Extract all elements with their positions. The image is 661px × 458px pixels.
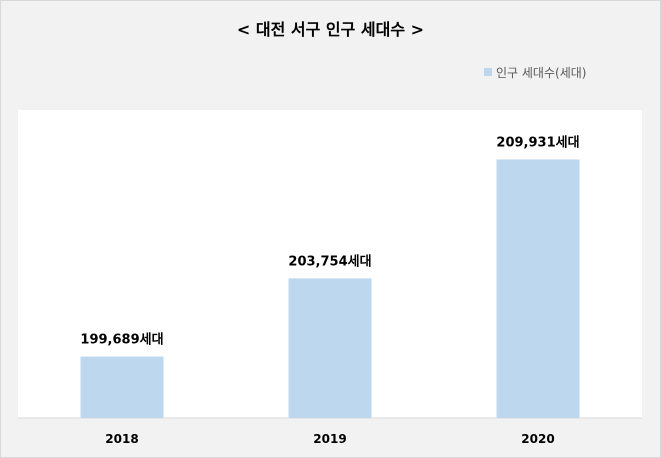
legend: 인구 세대수(세대) [484, 64, 586, 81]
bar-2019 [288, 278, 372, 418]
x-tick-label-2018: 2018 [105, 432, 138, 446]
legend-label: 인구 세대수(세대) [496, 66, 587, 80]
bar-2018 [80, 356, 164, 418]
data-label-2018: 199,689세대 [80, 333, 163, 348]
bar-2020 [496, 159, 580, 418]
chart-title: < 대전 서구 인구 세대수 > [236, 20, 425, 39]
data-label-2019: 203,754세대 [288, 254, 371, 269]
legend-swatch [484, 68, 492, 76]
x-tick-label-2019: 2019 [313, 432, 346, 446]
data-label-2020: 209,931세대 [496, 135, 579, 150]
x-tick-label-2020: 2020 [521, 432, 554, 446]
